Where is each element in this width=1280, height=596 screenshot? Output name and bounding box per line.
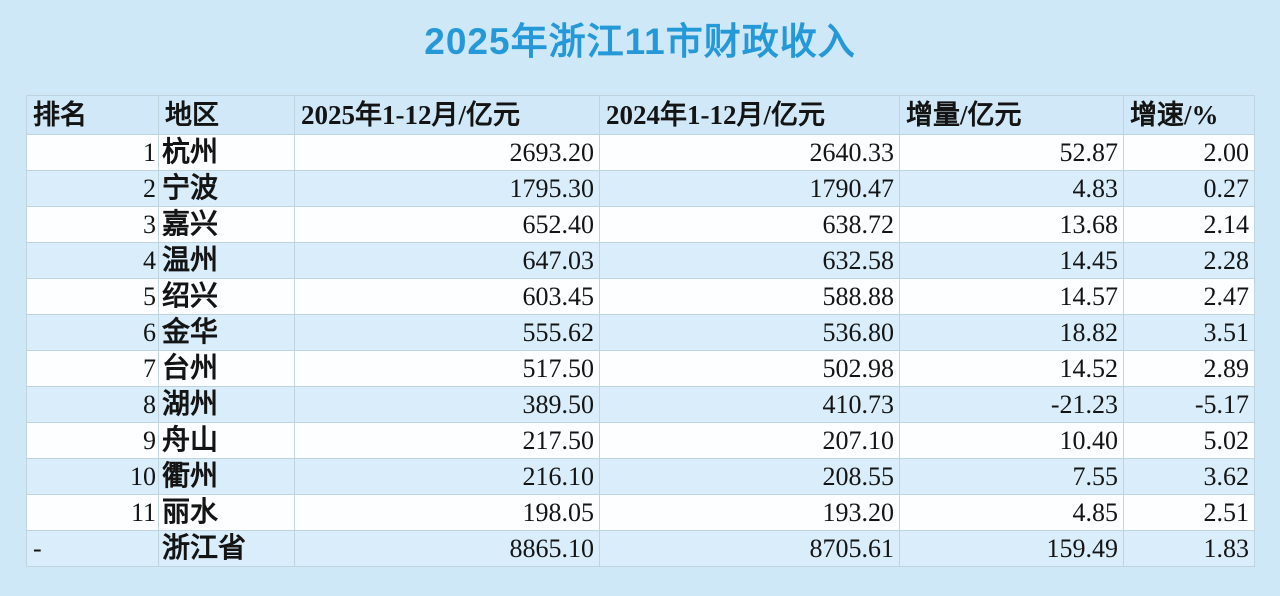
data-table: 排名 地区 2025年1-12月/亿元 2024年1-12月/亿元 增量/亿元 增速/% … (26, 95, 1255, 567)
cell-rank: 8 (26, 386, 159, 423)
cell-increment: 7.55 (899, 458, 1124, 495)
cell-region: 杭州 (158, 134, 295, 171)
table-row: 11 丽水 198.05 193.20 4.85 2.51 (26, 494, 1255, 531)
cell-rev-2025: 216.10 (294, 458, 600, 495)
cell-rank: 9 (26, 422, 159, 459)
fiscal-revenue-table: 排名 地区 2025年1-12月/亿元 2024年1-12月/亿元 增量/亿元 增速/% … (26, 95, 1255, 567)
cell-region: 湖州 (158, 386, 295, 423)
cell-increment: 13.68 (899, 206, 1124, 243)
cell-rev-2024: 1790.47 (599, 170, 900, 207)
cell-rev-2024: 208.55 (599, 458, 900, 495)
cell-rank: 10 (26, 458, 159, 495)
cell-rev-2025: 555.62 (294, 314, 600, 351)
cell-region: 嘉兴 (158, 206, 295, 243)
cell-region: 绍兴 (158, 278, 295, 315)
cell-rev-2025: 647.03 (294, 242, 600, 279)
cell-rank: 2 (26, 170, 159, 207)
cell-rev-2024: 410.73 (599, 386, 900, 423)
cell-increment: 14.45 (899, 242, 1124, 279)
table-row: 2 宁波 1795.30 1790.47 4.83 0.27 (26, 170, 1255, 207)
cell-increment: 159.49 (899, 530, 1124, 567)
table-row: 5 绍兴 603.45 588.88 14.57 2.47 (26, 278, 1255, 315)
column-header-rev-2024: 2024年1-12月/亿元 (599, 95, 900, 135)
cell-rank: - (26, 530, 159, 567)
cell-rank: 11 (26, 494, 159, 531)
table-row: - 浙江省 8865.10 8705.61 159.49 1.83 (26, 530, 1255, 567)
cell-rev-2025: 198.05 (294, 494, 600, 531)
cell-region: 宁波 (158, 170, 295, 207)
column-header-region: 地区 (158, 95, 295, 135)
table-row: 8 湖州 389.50 410.73 -21.23 -5.17 (26, 386, 1255, 423)
cell-growth: 3.51 (1123, 314, 1255, 351)
cell-growth: 2.28 (1123, 242, 1255, 279)
cell-growth: 1.83 (1123, 530, 1255, 567)
table-row: 9 舟山 217.50 207.10 10.40 5.02 (26, 422, 1255, 459)
cell-increment: 52.87 (899, 134, 1124, 171)
cell-growth: 2.00 (1123, 134, 1255, 171)
cell-rank: 4 (26, 242, 159, 279)
cell-region: 温州 (158, 242, 295, 279)
cell-rank: 3 (26, 206, 159, 243)
cell-growth: 2.47 (1123, 278, 1255, 315)
cell-growth: 2.89 (1123, 350, 1255, 387)
column-header-rank: 排名 (26, 95, 159, 135)
page-title: 2025年浙江11市财政收入 (424, 21, 856, 62)
cell-growth: 5.02 (1123, 422, 1255, 459)
cell-rev-2024: 588.88 (599, 278, 900, 315)
cell-region: 台州 (158, 350, 295, 387)
cell-increment: 14.52 (899, 350, 1124, 387)
cell-increment: -21.23 (899, 386, 1124, 423)
table-row: 10 衢州 216.10 208.55 7.55 3.62 (26, 458, 1255, 495)
cell-region: 金华 (158, 314, 295, 351)
cell-region: 丽水 (158, 494, 295, 531)
table-row: 4 温州 647.03 632.58 14.45 2.28 (26, 242, 1255, 279)
cell-increment: 10.40 (899, 422, 1124, 459)
cell-growth: 2.51 (1123, 494, 1255, 531)
cell-region: 舟山 (158, 422, 295, 459)
table-row: 1 杭州 2693.20 2640.33 52.87 2.00 (26, 134, 1255, 171)
cell-rev-2025: 1795.30 (294, 170, 600, 207)
cell-rev-2024: 536.80 (599, 314, 900, 351)
cell-rank: 5 (26, 278, 159, 315)
cell-rev-2025: 517.50 (294, 350, 600, 387)
cell-growth: 3.62 (1123, 458, 1255, 495)
cell-increment: 4.85 (899, 494, 1124, 531)
cell-rev-2024: 8705.61 (599, 530, 900, 567)
cell-rev-2024: 207.10 (599, 422, 900, 459)
cell-growth: -5.17 (1123, 386, 1255, 423)
cell-increment: 14.57 (899, 278, 1124, 315)
cell-rev-2025: 389.50 (294, 386, 600, 423)
cell-region: 衢州 (158, 458, 295, 495)
cell-rev-2024: 632.58 (599, 242, 900, 279)
column-header-increment: 增量/亿元 (899, 95, 1124, 135)
cell-rev-2025: 603.45 (294, 278, 600, 315)
cell-growth: 0.27 (1123, 170, 1255, 207)
header-row: 排名 地区 2025年1-12月/亿元 2024年1-12月/亿元 增量/亿元 增速/% (26, 95, 1255, 135)
cell-rev-2025: 652.40 (294, 206, 600, 243)
cell-growth: 2.14 (1123, 206, 1255, 243)
cell-rev-2024: 193.20 (599, 494, 900, 531)
cell-rank: 7 (26, 350, 159, 387)
cell-rank: 6 (26, 314, 159, 351)
column-header-growth: 增速/% (1123, 95, 1255, 135)
table-header: 排名 地区 2025年1-12月/亿元 2024年1-12月/亿元 增量/亿元 增速/% (26, 95, 1255, 135)
table-row: 6 金华 555.62 536.80 18.82 3.51 (26, 314, 1255, 351)
cell-rank: 1 (26, 134, 159, 171)
cell-rev-2025: 2693.20 (294, 134, 600, 171)
cell-rev-2025: 217.50 (294, 422, 600, 459)
cell-increment: 4.83 (899, 170, 1124, 207)
cell-rev-2024: 2640.33 (599, 134, 900, 171)
table-row: 3 嘉兴 652.40 638.72 13.68 2.14 (26, 206, 1255, 243)
cell-increment: 18.82 (899, 314, 1124, 351)
cell-region: 浙江省 (158, 530, 295, 567)
cell-rev-2024: 638.72 (599, 206, 900, 243)
table-row: 7 台州 517.50 502.98 14.52 2.89 (26, 350, 1255, 387)
cell-rev-2025: 8865.10 (294, 530, 600, 567)
table-body: 1 杭州 2693.20 2640.33 52.87 2.00 2 宁波 1795.30 1790… (26, 134, 1255, 567)
cell-rev-2024: 502.98 (599, 350, 900, 387)
column-header-rev-2025: 2025年1-12月/亿元 (294, 95, 600, 135)
